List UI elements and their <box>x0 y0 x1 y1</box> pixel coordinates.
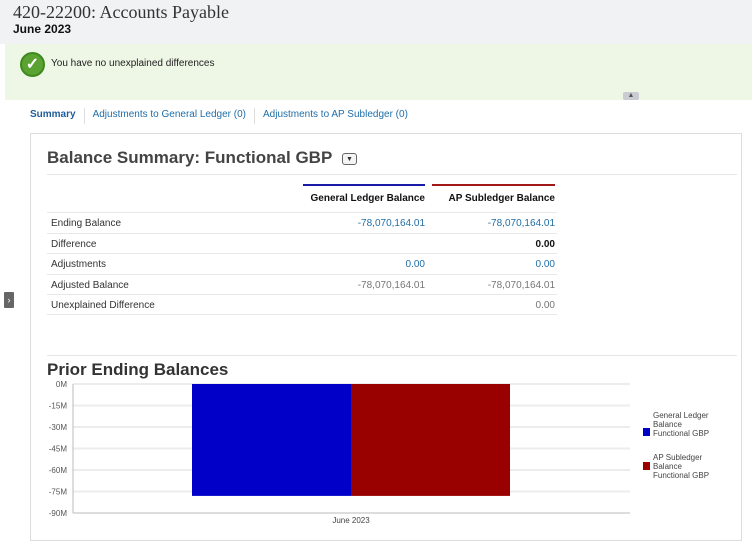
check-circle-icon: ✓ <box>20 52 45 77</box>
tab-bar: Summary Adjustments to General Ledger (0… <box>30 108 416 124</box>
col-gl-balance: General Ledger Balance <box>303 184 425 212</box>
page-header <box>0 0 752 44</box>
gl-value[interactable]: 0.00 <box>405 259 425 270</box>
col-ap-balance: AP Subledger Balance <box>432 184 555 212</box>
tab-adjustments-gl[interactable]: Adjustments to General Ledger (0) <box>83 108 254 124</box>
row-label: Unexplained Difference <box>51 300 155 311</box>
tab-adjustments-ap[interactable]: Adjustments to AP Subledger (0) <box>254 108 416 124</box>
y-tick-label: 0M <box>56 380 67 389</box>
row-label: Adjusted Balance <box>51 279 129 291</box>
y-tick-label: -90M <box>49 509 68 518</box>
table-row: Unexplained Difference 0.00 <box>47 294 557 315</box>
legend-swatch <box>643 428 650 436</box>
table-row: Difference 0.00 <box>47 232 557 254</box>
ap-value[interactable]: 0.00 <box>535 259 555 270</box>
ap-value: 0.00 <box>535 238 555 250</box>
y-tick-label: -15M <box>49 402 68 411</box>
status-banner <box>5 44 752 100</box>
tab-summary[interactable]: Summary <box>30 109 76 120</box>
ap-value: -78,070,164.01 <box>487 279 555 291</box>
expand-panel-icon[interactable]: › <box>4 292 14 308</box>
row-label: Difference <box>51 238 97 250</box>
ap-value[interactable]: -78,070,164.01 <box>487 218 555 229</box>
gl-value: -78,070,164.01 <box>357 279 425 291</box>
collapse-up-icon[interactable]: ▲ <box>623 92 639 100</box>
divider <box>47 355 737 356</box>
table-row: Adjustments 0.00 0.00 <box>47 253 557 274</box>
y-tick-label: -75M <box>49 488 68 497</box>
legend-label: AP Subledger Balance Functional GBP <box>653 453 710 480</box>
y-tick-label: -45M <box>49 445 68 454</box>
row-label: Ending Balance <box>51 218 122 229</box>
legend-label: General Ledger Balance Functional GBP <box>653 411 710 438</box>
table-row: Adjusted Balance -78,070,164.01 -78,070,16… <box>47 273 557 295</box>
bar-ap <box>351 384 510 496</box>
legend-swatch <box>643 462 650 470</box>
currency-dropdown-icon[interactable]: ▼ <box>342 153 357 165</box>
status-message: You have no unexplained differences <box>51 58 215 69</box>
gl-value[interactable]: -78,070,164.01 <box>357 218 425 229</box>
ap-value: 0.00 <box>535 300 555 311</box>
y-tick-label: -30M <box>49 423 68 432</box>
y-tick-label: -60M <box>49 466 68 475</box>
chart-title: Prior Ending Balances <box>47 360 229 379</box>
balance-summary-title: Balance Summary: Functional GBP <box>47 148 333 167</box>
table-row: Ending Balance -78,070,164.01 -78,070,164.… <box>47 212 557 233</box>
page-title: 420-22200: Accounts Payable <box>13 2 229 22</box>
period-label: June 2023 <box>13 22 72 36</box>
divider <box>47 174 737 175</box>
bar-gl <box>192 384 351 496</box>
row-label: Adjustments <box>51 259 107 270</box>
x-tick-label: June 2023 <box>332 516 370 525</box>
summary-panel <box>30 133 742 541</box>
